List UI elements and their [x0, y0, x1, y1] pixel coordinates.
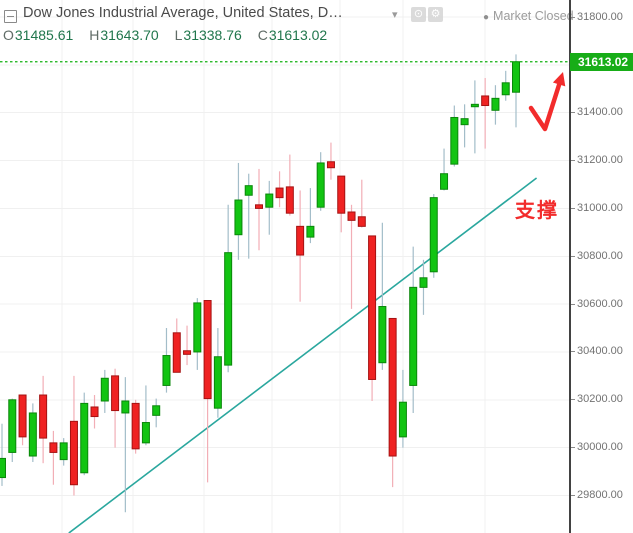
- axis-price-label: 31000.00: [577, 201, 623, 214]
- candle-body: [234, 199, 243, 236]
- axis-price-label: 29800.00: [577, 489, 623, 501]
- candle-body: [398, 401, 407, 438]
- axis-tick: [571, 16, 575, 18]
- candle-body: [357, 216, 366, 227]
- snapshot-target-icon[interactable]: ⊙: [411, 7, 426, 22]
- candle-body: [378, 305, 387, 364]
- axis-price-label: 30400.00: [577, 345, 623, 358]
- candle-body: [388, 317, 397, 457]
- candle-body: [285, 186, 294, 214]
- candle-body: [481, 95, 490, 107]
- candle-body: [491, 97, 500, 111]
- candle-body: [316, 162, 325, 208]
- candle-body: [275, 187, 284, 199]
- collapse-legend-icon[interactable]: [4, 10, 17, 23]
- candle-body: [347, 211, 356, 221]
- symbol-title[interactable]: Dow Jones Industrial Average, United Sta…: [23, 5, 343, 21]
- candle-body: [8, 399, 17, 453]
- candle-body: [0, 457, 6, 479]
- candle-body: [80, 402, 89, 474]
- axis-tick: [571, 160, 575, 162]
- candle-body: [440, 173, 449, 190]
- candle-body: [306, 225, 315, 238]
- candle-body: [512, 61, 520, 93]
- axis-price-label: 30000.00: [577, 441, 623, 454]
- axis-tick: [571, 495, 575, 496]
- candle-body: [203, 300, 212, 400]
- market-status-text: Market Closed: [493, 9, 574, 23]
- last-price-badge: 31613.02: [570, 52, 633, 71]
- axis-tick: [571, 303, 575, 305]
- candle-body: [18, 394, 27, 438]
- candle-body: [162, 355, 171, 386]
- ohlc-close: C31613.02: [257, 27, 328, 43]
- candle-body: [49, 442, 58, 453]
- ohlc-low: L31338.76: [174, 27, 242, 43]
- axis-price-label: 31800.00: [577, 10, 623, 23]
- candle-body: [28, 412, 37, 457]
- axis-price-label: 30800.00: [577, 249, 623, 262]
- ohlc-high: H31643.70: [89, 27, 159, 43]
- settings-gear-icon[interactable]: ⚙: [428, 7, 443, 22]
- axis-tick: [571, 207, 575, 209]
- candle-body: [224, 252, 233, 366]
- candle-body: [213, 356, 222, 409]
- candle-body: [470, 103, 479, 108]
- candle-body: [172, 332, 181, 373]
- ohlc-legend: O31485.61 H31643.70 L31338.76 C31613.02: [3, 27, 339, 43]
- candle-body: [450, 116, 459, 165]
- axis-price-label: 31400.00: [577, 106, 623, 119]
- candle-body: [244, 185, 253, 196]
- candle-body: [69, 420, 78, 486]
- candle-body: [141, 422, 150, 444]
- candle-body: [501, 82, 510, 96]
- candle-body: [326, 161, 335, 169]
- candle-body: [368, 235, 377, 380]
- candle-body: [131, 402, 140, 450]
- price-axis-line: [569, 0, 571, 533]
- axis-price-label: 30600.00: [577, 297, 623, 310]
- status-dot-icon: ●: [483, 12, 490, 23]
- candle-body: [39, 394, 48, 439]
- chevron-down-icon[interactable]: ▾: [392, 9, 398, 21]
- axis-tick: [571, 447, 575, 449]
- market-status: ● Market Closed: [483, 9, 574, 23]
- candle-body: [265, 193, 274, 208]
- axis-tick: [571, 351, 575, 353]
- up-arrow-annotation[interactable]: [528, 82, 562, 132]
- axis-tick: [571, 255, 575, 257]
- up-arrow-head-icon: [552, 72, 566, 87]
- candle-body: [90, 406, 99, 418]
- candle-body: [460, 118, 469, 126]
- axis-price-label: 31200.00: [577, 154, 623, 167]
- ohlc-open: O31485.61: [3, 27, 74, 43]
- candle-body: [296, 225, 305, 256]
- axis-tick: [571, 399, 575, 401]
- candle-body: [59, 442, 68, 461]
- candle-body: [429, 197, 438, 273]
- support-annotation-text[interactable]: 支撑: [515, 200, 559, 222]
- axis-price-label: 30200.00: [577, 393, 623, 406]
- candle-body: [193, 302, 202, 353]
- candle-body: [255, 204, 263, 209]
- axis-tick: [571, 112, 575, 114]
- candle-body: [419, 277, 428, 288]
- support-trend-line[interactable]: [68, 177, 538, 533]
- candle-body: [152, 405, 161, 416]
- candle-body: [111, 375, 120, 412]
- candle-body: [409, 286, 418, 386]
- candle-body: [337, 175, 346, 214]
- candle-body: [183, 350, 192, 355]
- candle-body: [100, 377, 109, 402]
- candle-body: [121, 400, 130, 414]
